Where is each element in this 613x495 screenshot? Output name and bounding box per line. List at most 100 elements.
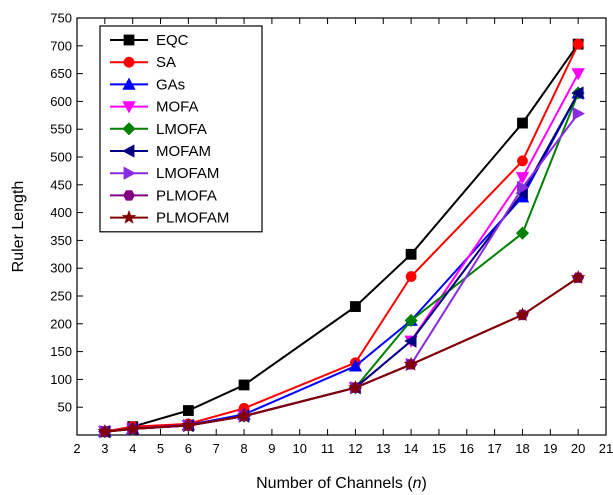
data-point [350, 301, 361, 312]
legend-item-plmofam: PLMOFAM [110, 210, 229, 227]
x-axis-title: Number of Channels (n) [256, 475, 427, 492]
data-point [182, 405, 194, 416]
x-axis-title-variable: n [413, 475, 422, 492]
x-tick-label: 8 [240, 441, 247, 456]
legend-item-eqc: EQC [110, 32, 189, 49]
y-tick-label: 250 [50, 289, 72, 304]
legend-label: MOFA [156, 99, 199, 116]
legend-item-lmofam: LMOFAM [110, 165, 219, 182]
y-tick-label: 400 [50, 205, 72, 220]
data-point [515, 307, 530, 322]
x-tick-label: 6 [185, 441, 192, 456]
y-tick-label: 350 [50, 233, 72, 248]
x-tick-label: 13 [376, 441, 390, 456]
series-line [104, 276, 579, 433]
series-layer [97, 38, 586, 439]
y-tick-label: 100 [50, 372, 72, 387]
x-tick-label: 14 [404, 441, 418, 456]
series-line [104, 276, 579, 433]
data-point [571, 68, 585, 81]
x-tick-label: 19 [543, 441, 557, 456]
data-point [517, 180, 530, 195]
legend-marker [123, 190, 135, 201]
y-tick-label: 700 [50, 38, 72, 53]
legend: EQC SA GAs MOFA LMOFA MOFAM LMOFAM PLMOFA PLMOFA… [99, 25, 263, 233]
y-tick-label: 750 [50, 11, 72, 26]
x-tick-label: 4 [129, 441, 136, 456]
data-point [515, 226, 530, 240]
y-tick-label: 200 [50, 316, 72, 331]
data-point [181, 417, 196, 432]
legend-item-lmofa: LMOFA [110, 121, 207, 138]
y-tick-label: 300 [50, 261, 72, 276]
data-point [348, 380, 363, 394]
y-tick-label: 50 [58, 400, 72, 415]
data-point [517, 117, 528, 129]
series-plmofa [98, 272, 585, 437]
x-tick-label: 5 [157, 441, 164, 456]
x-tick-label: 16 [460, 441, 474, 456]
data-point [404, 334, 417, 348]
x-tick-label: 12 [348, 441, 362, 456]
y-tick-label: 600 [50, 94, 72, 109]
legend-marker [122, 77, 136, 90]
legend-marker [123, 166, 136, 180]
y-tick-label: 500 [50, 150, 72, 165]
y-tick-label: 150 [50, 344, 72, 359]
legend-marker [122, 144, 135, 158]
data-point [125, 421, 140, 436]
data-point [236, 408, 252, 423]
series-line [104, 43, 580, 433]
legend-label: MOFAM [156, 143, 211, 160]
legend-label: SA [156, 54, 176, 71]
x-tick-label: 21 [599, 441, 613, 456]
legend-item-mofa: MOFA [110, 99, 199, 116]
legend-label: GAs [156, 76, 185, 93]
data-point [238, 379, 250, 391]
legend-item-gas: GAs [110, 76, 185, 93]
data-point [348, 359, 363, 372]
data-point [571, 86, 584, 100]
legend-item-mofam: MOFAM [110, 143, 211, 160]
legend-marker [121, 209, 137, 224]
x-tick-label: 3 [101, 441, 108, 456]
series-plmofam [97, 270, 586, 438]
y-axis-title: Ruler Length [10, 181, 27, 273]
legend-item-sa: SA [110, 54, 176, 71]
data-point [403, 356, 419, 371]
x-tick-label: 17 [487, 441, 501, 456]
data-point [97, 424, 113, 438]
x-axis-title-end: ) [422, 475, 427, 492]
x-tick-label: 20 [571, 441, 585, 456]
y-tick-label: 450 [50, 177, 72, 192]
data-point [572, 38, 584, 50]
data-point [572, 106, 585, 121]
data-point [405, 271, 417, 282]
x-tick-label: 11 [321, 441, 335, 456]
data-point [404, 313, 418, 328]
legend-marker [122, 122, 136, 136]
data-point [515, 172, 530, 185]
x-tick-label: 2 [73, 441, 80, 456]
data-point [517, 155, 528, 167]
x-tick-label: 15 [432, 441, 446, 456]
legend-label: EQC [156, 32, 189, 49]
y-tick-label: 550 [50, 122, 72, 137]
x-axis-title-text: Number of Channels ( [256, 475, 413, 492]
legend-label: PLMOFAM [156, 210, 229, 227]
plot-frame [76, 17, 607, 436]
y-tick-label: 650 [50, 66, 72, 81]
chart-axes: 2 3 4 5 6 7 8 9 10 11 12 13 14 15 16 17 18 19 20 21 50 100 150… [50, 11, 613, 457]
legend-item-plmofa: PLMOFA [110, 187, 217, 204]
x-tick-label: 9 [268, 441, 275, 456]
series-line [104, 43, 580, 433]
legend-marker [122, 101, 136, 114]
legend-marker [123, 34, 135, 46]
data-point [405, 248, 417, 260]
x-tick-label: 7 [213, 441, 220, 456]
legend-label: PLMOFA [156, 187, 217, 204]
legend-label: LMOFA [156, 121, 207, 138]
legend-marker [123, 56, 135, 68]
x-tick-label: 18 [515, 441, 529, 456]
